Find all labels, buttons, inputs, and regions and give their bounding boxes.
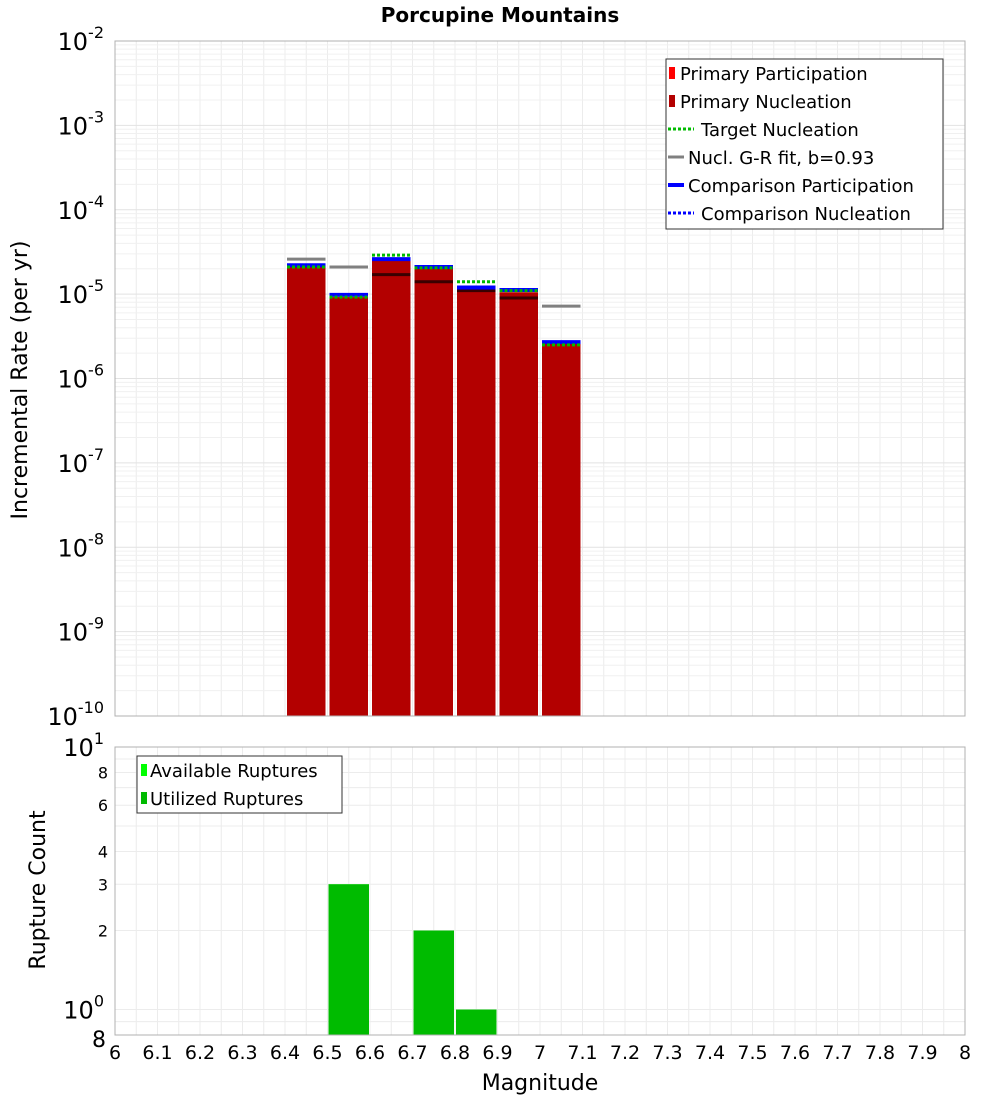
top-lines [287,253,581,347]
y-tick-label: 6 [98,796,108,815]
legend-swatch [141,792,147,804]
y-tick-label: 100 [63,992,104,1025]
nucleation-bar [287,266,326,716]
y-tick-label: 101 [63,729,104,762]
legend-swatch [669,95,675,107]
nucleation-bar [329,297,368,716]
x-tick-label: 6.9 [482,1042,512,1064]
x-tick-label: 7.7 [822,1042,852,1064]
x-axis-label: Magnitude [482,1071,599,1096]
top-bars [287,260,581,716]
legend-label: Nucl. G-R fit, b=0.93 [688,148,874,169]
y-tick-label: 10-8 [58,529,105,562]
y-tick-label: 8 [92,1028,106,1053]
y-tick-label: 3 [98,875,108,894]
x-tick-label: 6.7 [397,1042,427,1064]
x-tick-label: 6.8 [440,1042,470,1064]
top-plot-frame [114,40,966,717]
legend-swatch [141,764,147,776]
nucleation-bar [414,268,453,716]
top-y-axis-label: Incremental Rate (per yr) [8,241,33,520]
x-tick-label: 6.5 [312,1042,342,1064]
x-tick-label: 6.4 [270,1042,300,1064]
legend-label: Target Nucleation [700,120,859,141]
bottom-bars [328,884,497,1035]
bottom-plot-frame [114,746,966,1036]
x-tick-label: 7.1 [567,1042,597,1064]
top-legend: Primary Participation Primary Nucleation T… [665,58,944,230]
x-tick-label: 7.5 [737,1042,767,1064]
legend-swatch [669,67,675,79]
x-tick-label: 7.8 [865,1042,895,1064]
y-tick-label: 10-7 [58,445,105,478]
x-tick-label: 6.3 [227,1042,257,1064]
top-y-ticks: 10-2 10-3 10-4 10-5 10-6 10-7 10-8 10-9 10-10 [47,23,104,731]
utilized-bar [413,930,454,1035]
nucleation-bar [457,289,496,716]
nucleation-bar [499,292,538,716]
x-tick-label: 8 [959,1042,971,1064]
bottom-legend: Available Ruptures Utilized Ruptures [136,755,343,814]
x-ticks: 6 6.1 6.2 6.3 6.4 6.5 6.6 6.7 6.8 6.9 7 7.1 7.2 7.3 7.… [109,1042,971,1064]
chart-title: Porcupine Mountains [381,3,619,27]
nucleation-bar [372,260,411,716]
x-tick-label: 7.2 [610,1042,640,1064]
top-grid [114,41,966,717]
x-tick-label: 6.1 [142,1042,172,1064]
legend-label: Primary Participation [680,64,868,85]
y-tick-label: 10-10 [47,698,104,731]
top-legend-box [665,58,944,230]
x-tick-label: 6.2 [185,1042,215,1064]
y-tick-label: 10-9 [58,614,105,647]
legend-label: Comparison Nucleation [701,204,911,225]
x-tick-label: 6 [109,1042,121,1064]
x-tick-label: 7.3 [652,1042,682,1064]
y-tick-label: 10-6 [58,361,105,394]
y-tick-label: 2 [98,922,108,941]
utilized-bar [328,884,369,1035]
legend-label: Utilized Ruptures [150,789,303,810]
legend-label: Available Ruptures [150,761,318,782]
legend-label: Primary Nucleation [680,92,852,113]
utilized-bar [456,1009,497,1035]
y-tick-label: 10-2 [58,23,105,56]
legend-label: Comparison Participation [688,176,914,197]
y-tick-label: 10-5 [58,276,105,309]
x-tick-label: 6.6 [355,1042,385,1064]
bottom-legend-box [136,755,343,814]
x-tick-label: 7.4 [695,1042,725,1064]
nucleation-bar [542,343,581,716]
y-tick-label: 8 [98,763,108,782]
x-tick-label: 7 [534,1042,546,1064]
x-tick-label: 7.9 [907,1042,937,1064]
bottom-y-axis-label: Rupture Count [26,810,51,970]
y-tick-label: 4 [98,842,108,861]
y-tick-label: 10-4 [58,192,105,225]
x-tick-label: 7.6 [780,1042,810,1064]
y-tick-label: 10-3 [58,107,105,140]
